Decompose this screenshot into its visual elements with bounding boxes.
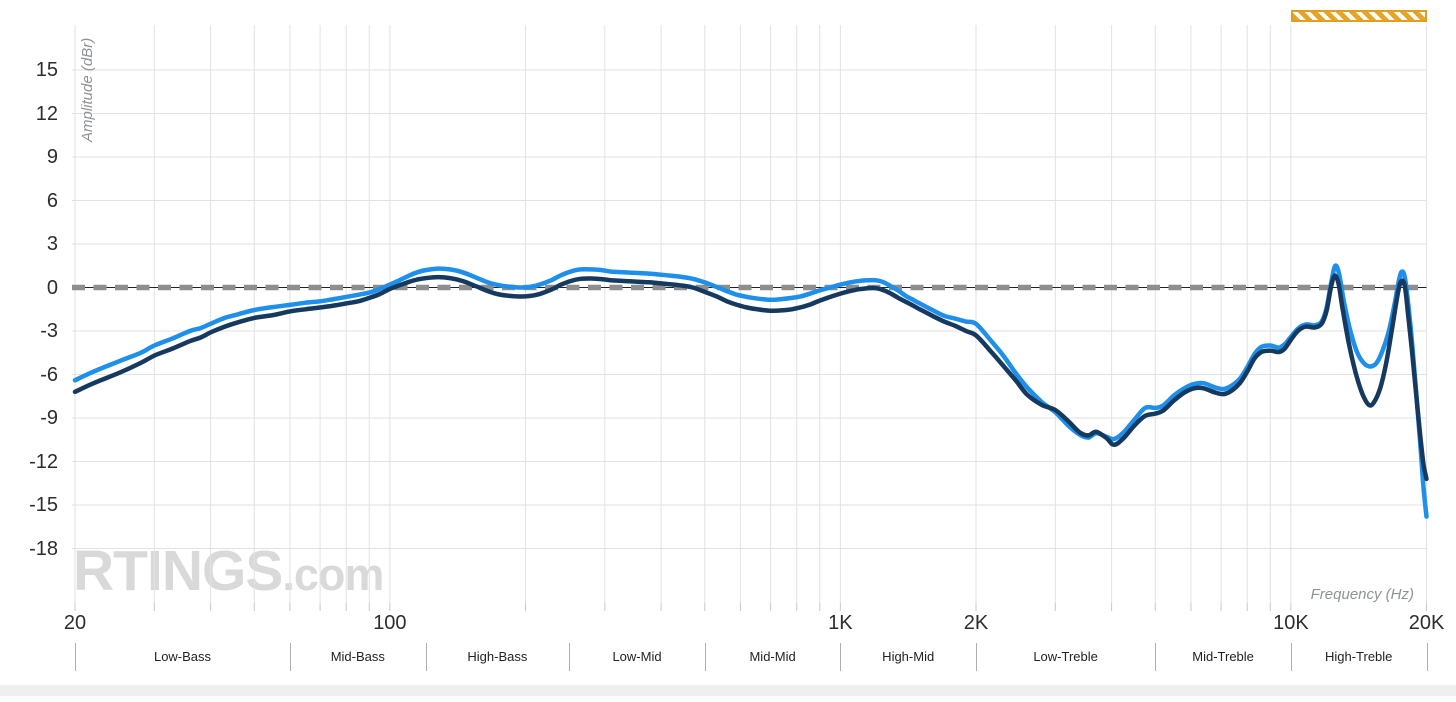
- y-axis-tick-label: 9: [46, 146, 58, 168]
- vertical-gridlines: [74, 25, 1427, 603]
- y-axis-tick-label: -12: [29, 450, 58, 473]
- horizontal-scrollbar[interactable]: [0, 685, 1456, 696]
- x-axis-tick-label: 100: [373, 612, 407, 634]
- band-separator: [976, 643, 977, 671]
- dark-navy-curve: [72, 273, 1429, 482]
- y-axis-tick-label: -3: [40, 320, 58, 342]
- y-axis-tick-label: 12: [35, 102, 58, 125]
- band-separator: [1155, 643, 1157, 671]
- y-axis-tick-label: 3: [46, 233, 58, 255]
- y-axis-tick-label: -9: [40, 407, 58, 429]
- y-axis-tick-label: 6: [46, 189, 58, 212]
- x-tick-marks: [74, 603, 1427, 611]
- uncertainty-region-marker: [1291, 10, 1427, 22]
- band-separator: [1426, 643, 1428, 671]
- band-label: Low-Bass: [153, 649, 212, 664]
- y-axis-tick-label: 0: [46, 276, 58, 299]
- band-separator: [425, 643, 427, 671]
- watermark-brand: RTINGS: [73, 539, 283, 603]
- x-axis-tick-label: 2K: [963, 612, 989, 634]
- band-separator: [289, 643, 291, 671]
- light-blue-curve: [72, 263, 1429, 519]
- band-separator: [840, 643, 842, 671]
- y-axis-title: Amplitude (dBr): [79, 37, 96, 142]
- band-separator: [1290, 643, 1292, 671]
- band-label: Mid-Mid: [749, 649, 796, 664]
- band-label: Mid-Bass: [330, 649, 385, 664]
- band-separator: [704, 643, 706, 671]
- x-axis-tick-label: 20: [63, 612, 87, 634]
- x-axis-title: Frequency (Hz): [1310, 586, 1414, 603]
- band-label: Low-Mid: [612, 649, 662, 664]
- band-label: Low-Treble: [1033, 649, 1098, 664]
- y-axis-tick-label: -15: [29, 494, 58, 516]
- band-label: High-Mid: [882, 649, 935, 664]
- x-axis-tick-label: 20K: [1408, 612, 1445, 634]
- x-axis-tick-label: 1K: [828, 612, 853, 634]
- watermark: RTINGS.com: [73, 543, 384, 601]
- y-axis-tick-label: -18: [29, 537, 58, 560]
- band-label: High-Bass: [467, 649, 528, 664]
- band-label: High-Treble: [1324, 649, 1393, 664]
- band-separator: [569, 643, 571, 671]
- band-separator: [75, 643, 76, 671]
- y-axis-tick-label: 15: [35, 59, 58, 81]
- y-axis-tick-label: -6: [40, 363, 58, 386]
- x-axis-tick-label: 10K: [1273, 612, 1309, 634]
- watermark-suffix: .com: [282, 549, 384, 600]
- band-label: Mid-Treble: [1192, 649, 1254, 664]
